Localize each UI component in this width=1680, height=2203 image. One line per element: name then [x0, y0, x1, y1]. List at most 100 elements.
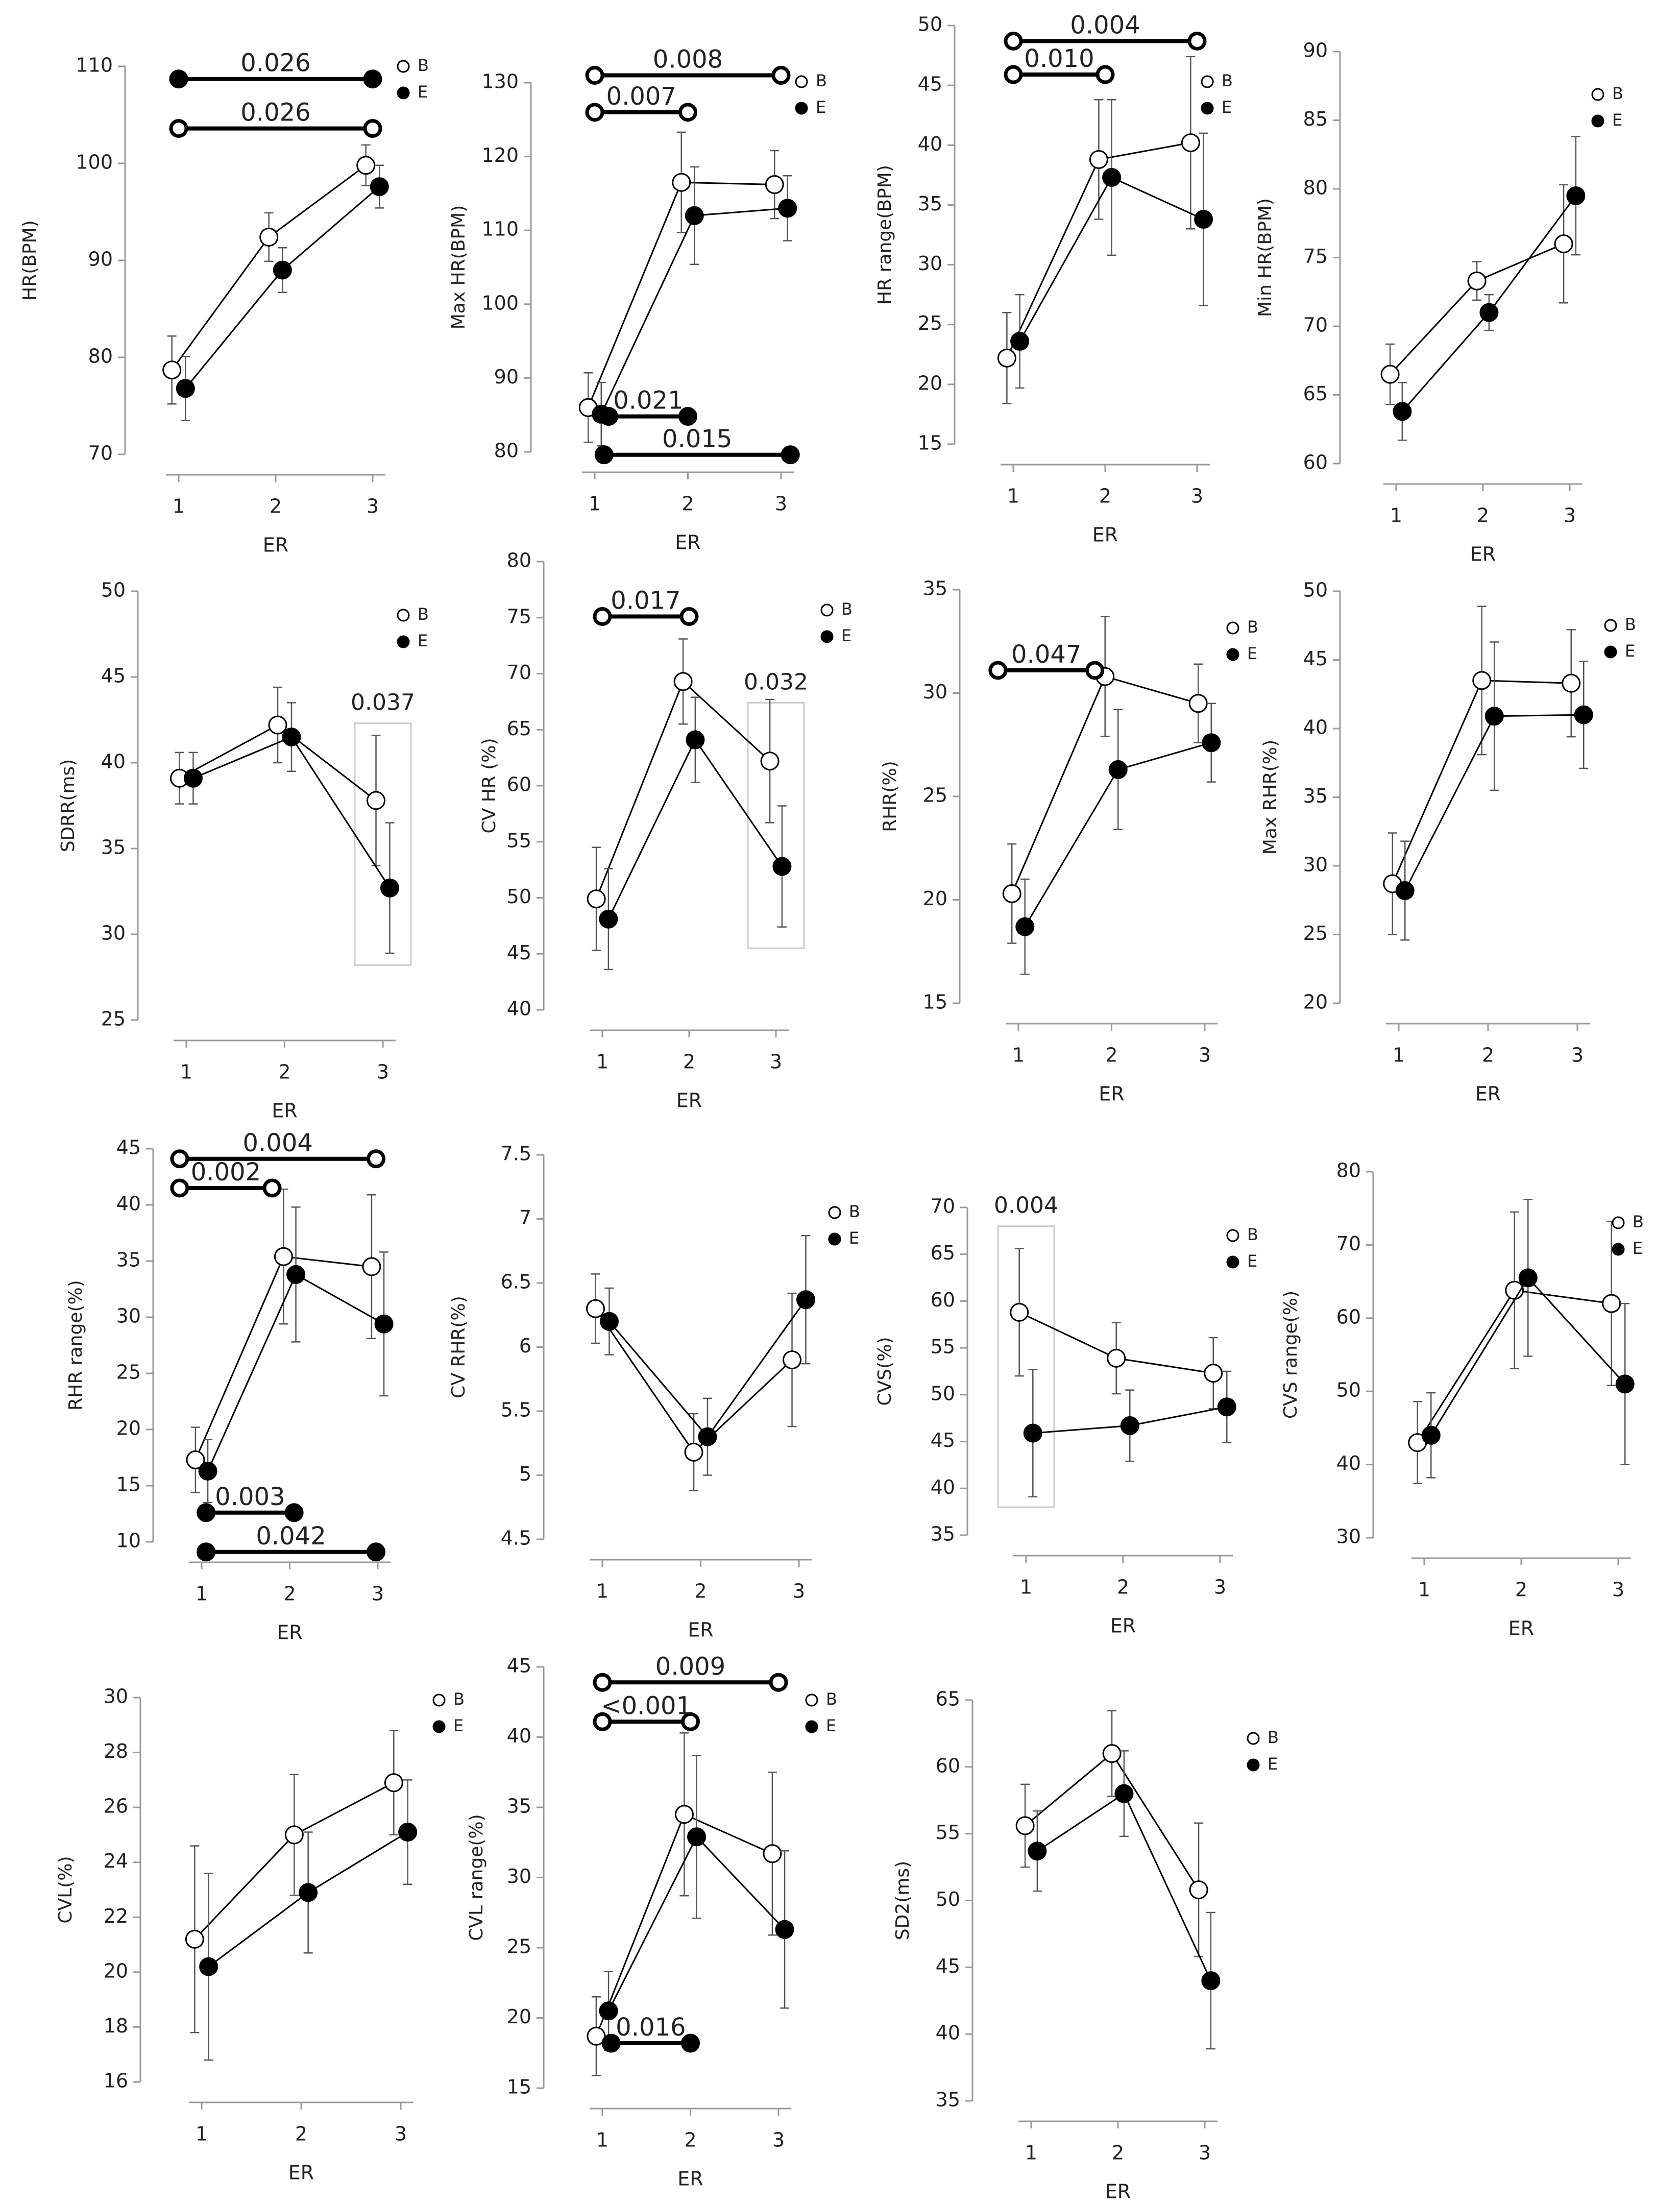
data-point-B [1181, 133, 1200, 153]
legend-e-marker [1604, 645, 1617, 659]
y-tick-label: 65 [1303, 382, 1328, 405]
y-tick-label: 100 [481, 292, 519, 314]
legend-b-label: B [849, 1202, 860, 1221]
chart-maxrhr: 20 25 30 35 40 45 50 Max RHR(%) 1 2 3 ER BE [1260, 579, 1636, 1105]
legend-e-marker [1201, 102, 1214, 115]
bracket-end-B [593, 1673, 612, 1692]
x-axis-label: ER [1105, 2181, 1131, 2203]
legend-e-label: E [1268, 1754, 1278, 1774]
x-axis-label: ER [1470, 543, 1496, 566]
data-point-E [1010, 332, 1030, 351]
y-tick-label: 40 [507, 1725, 531, 1747]
bracket-end-B [585, 103, 604, 122]
y-tick-label: 45 [116, 1136, 141, 1159]
y-axis-label: CV HR (%) [479, 738, 500, 833]
x-tick-label: 3 [770, 1051, 782, 1073]
significance-label: 0.037 [351, 690, 415, 716]
series-line-B [171, 164, 367, 371]
data-point-B [1010, 1302, 1029, 1322]
x-axis-label: ER [1099, 1083, 1124, 1105]
data-point-E [1566, 186, 1586, 205]
bracket-end-E [599, 407, 618, 426]
data-point-B [284, 1825, 304, 1845]
data-point-E [1518, 1268, 1538, 1288]
legend-e-label: E [1612, 110, 1622, 130]
x-axis-label: ER [263, 534, 288, 556]
significance-label: 0.004 [1070, 11, 1140, 39]
significance-label: 0.008 [653, 45, 723, 74]
chart-sd2: 35 40 45 50 55 60 65 SD2(ms) 1 2 3 ER BE [892, 1688, 1279, 2203]
bracket-end-B [1004, 31, 1023, 51]
y-tick-label: 28 [104, 1740, 128, 1762]
y-tick-label: 20 [1303, 991, 1328, 1013]
x-tick-label: 1 [1393, 1044, 1405, 1067]
chart-cvs: 35 40 45 50 55 60 65 70 CVS(%) 1 2 3 ER 0.004 BE [874, 1193, 1258, 1637]
data-point-E [599, 909, 618, 929]
legend-b-label: B [1247, 617, 1258, 637]
significance-label: 0.004 [243, 1129, 313, 1157]
data-point-E [1114, 1784, 1134, 1803]
y-axis-label: RHR(%) [880, 761, 900, 832]
x-tick-label: 3 [1191, 485, 1203, 507]
y-axis-label: Max HR(BPM) [448, 205, 469, 330]
legend-e-marker [1612, 1243, 1625, 1256]
data-point-E [374, 1314, 394, 1334]
y-tick-label: 60 [936, 1754, 960, 1777]
x-axis-label: ER [1508, 1617, 1534, 1640]
chart-cvl: 16 18 20 22 24 26 28 30 CVL(%) 1 2 3 ER BE [55, 1685, 465, 2184]
bracket-end-B [678, 103, 697, 122]
data-point-E [685, 206, 704, 225]
x-tick-label: 1 [1390, 504, 1402, 527]
x-tick-label: 2 [1117, 1576, 1129, 1599]
y-tick-label: 55 [507, 829, 531, 852]
legend-e-label: E [1247, 1251, 1257, 1271]
y-tick-label: 50 [1303, 579, 1328, 601]
y-tick-label: 4.5 [501, 1527, 531, 1550]
legend-e-marker [397, 635, 410, 648]
data-point-E [1023, 1423, 1042, 1443]
x-tick-label: 2 [694, 1580, 707, 1603]
y-tick-label: 90 [88, 248, 113, 271]
x-axis-label: ER [277, 1621, 302, 1644]
chart-rhr: 15 20 25 30 35 RHR(%) 1 2 3 ER 0.047 BE [880, 577, 1258, 1105]
y-tick-label: 40 [101, 751, 126, 773]
x-tick-label: 2 [295, 2123, 307, 2145]
data-point-E [273, 260, 292, 280]
y-tick-label: 50 [507, 885, 531, 908]
legend-e-label: E [418, 82, 428, 102]
y-tick-label: 45 [931, 1429, 955, 1451]
legend-b-marker [1226, 1229, 1239, 1242]
data-point-B [760, 752, 780, 771]
y-tick-label: 70 [931, 1195, 955, 1218]
y-tick-label: 35 [1303, 785, 1328, 807]
y-tick-label: 45 [1303, 647, 1328, 670]
significance-label: 0.009 [655, 1652, 725, 1681]
y-tick-label: 25 [101, 1008, 126, 1030]
x-tick-label: 1 [1025, 2142, 1037, 2164]
data-point-B [1188, 694, 1208, 713]
x-tick-label: 3 [1564, 504, 1576, 527]
bracket-end-B [1085, 661, 1105, 680]
y-tick-label: 70 [1303, 314, 1328, 336]
data-point-B [673, 672, 693, 691]
x-tick-label: 3 [395, 2123, 407, 2145]
data-point-B [765, 175, 784, 195]
data-point-E [286, 1265, 306, 1284]
data-point-E [299, 1883, 318, 1902]
data-point-B [1472, 671, 1492, 690]
data-point-B [356, 156, 376, 175]
legend-b-marker [805, 1693, 818, 1707]
x-tick-label: 2 [1477, 504, 1489, 527]
y-tick-label: 50 [936, 1888, 960, 1910]
y-tick-label: 45 [507, 941, 531, 964]
y-axis-label: SDRR(ms) [58, 759, 79, 853]
y-tick-label: 30 [104, 1685, 128, 1708]
y-tick-label: 35 [507, 1795, 531, 1818]
y-tick-label: 130 [481, 70, 519, 93]
y-axis-label: Min HR(BPM) [1255, 198, 1276, 317]
x-axis-label: ER [272, 1100, 297, 1122]
legend-b-label: B [1222, 71, 1233, 90]
legend-b-marker [432, 1693, 446, 1707]
data-point-B [674, 1805, 694, 1824]
significance-label: 0.015 [662, 425, 732, 453]
